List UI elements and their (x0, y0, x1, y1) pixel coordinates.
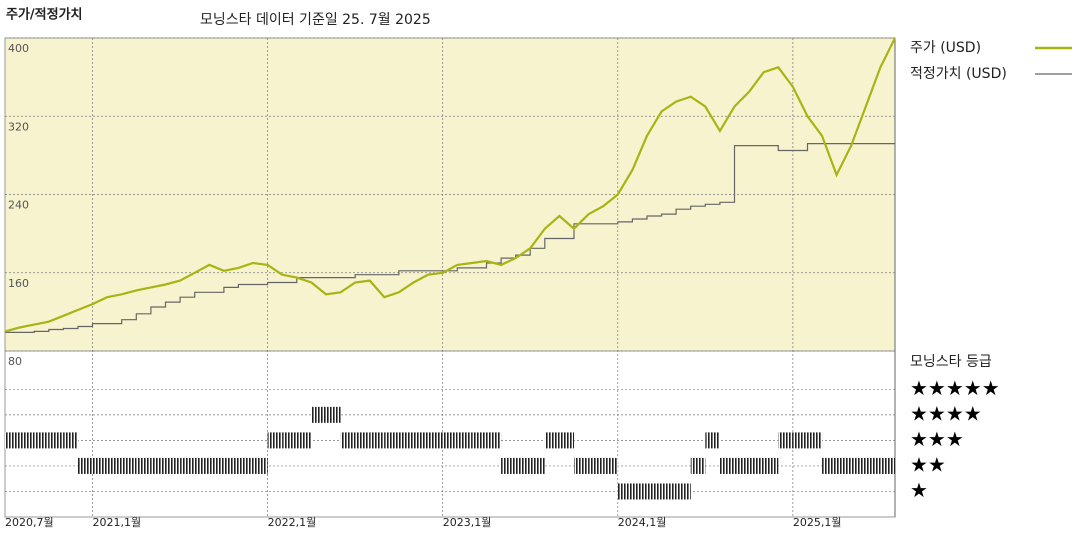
rating-bar (574, 457, 589, 474)
rating-title: 모닝스타 등급 (910, 354, 992, 370)
rating-bar (194, 457, 210, 474)
rating-bar (136, 457, 151, 474)
legend-label: 적정가치 (USD) (910, 66, 1007, 82)
rating-bar (107, 457, 122, 474)
rating-bar (822, 457, 837, 474)
rating-bar (5, 432, 20, 449)
rating-bar (209, 457, 224, 474)
chart-title: 주가/적정가치 (6, 7, 83, 23)
rating-bar (413, 432, 429, 449)
y-tick-label: 400 (8, 42, 29, 55)
rating-bar (719, 457, 735, 474)
rating-bar (515, 457, 531, 474)
rating-bar (267, 432, 283, 449)
rating-bar (588, 457, 604, 474)
rating-label: ★★★★ (910, 401, 982, 425)
rating-bar (63, 432, 78, 449)
y-tick-label: 240 (8, 199, 29, 212)
rating-bar (501, 457, 516, 474)
rating-bar (369, 432, 385, 449)
rating-bar (253, 457, 268, 474)
rating-bar (807, 432, 823, 449)
rating-bar (617, 483, 633, 500)
legend-label: 주가 (USD) (910, 40, 981, 56)
rating-bar (646, 483, 662, 500)
rating-bar (355, 432, 370, 449)
rating-bar (384, 432, 399, 449)
rating-bar (223, 457, 239, 474)
rating-bar (325, 406, 341, 423)
x-tick-label: 2024,1월 (618, 516, 667, 529)
chart-subtitle: 모닝스타 데이터 기준일 25. 7월 2025 (200, 12, 431, 28)
y-tick-label: 160 (8, 277, 29, 290)
rating-bar (778, 432, 793, 449)
y-tick-label: 320 (8, 120, 29, 133)
rating-bar (632, 483, 647, 500)
rating-bar (442, 432, 458, 449)
x-tick-label: 2020,7월 (5, 516, 54, 529)
rating-bar (559, 432, 575, 449)
rating-bar (77, 457, 93, 474)
rating-bar (836, 457, 852, 474)
rating-label: ★★★ (910, 427, 964, 451)
rating-label: ★ (910, 478, 928, 502)
rating-bar (705, 432, 720, 449)
rating-bar (238, 457, 254, 474)
rating-bar (311, 406, 326, 423)
rating-bar (428, 432, 443, 449)
rating-bar (690, 457, 706, 474)
rating-label: ★★★★★ (910, 376, 1000, 400)
rating-bar (165, 457, 181, 474)
rating-bar (661, 483, 677, 500)
rating-bar (676, 483, 691, 500)
rating-bar (763, 457, 779, 474)
x-tick-label: 2025,1월 (793, 516, 842, 529)
rating-bar (48, 432, 64, 449)
rating-bar (734, 457, 750, 474)
rating-bar (792, 432, 808, 449)
rating-bar (150, 457, 166, 474)
series-line (4, 37, 896, 333)
rating-bar (530, 457, 545, 474)
rating-bar (603, 457, 618, 474)
y-tick-label: 80 (8, 355, 22, 368)
rating-bar (880, 457, 895, 474)
rating-bar (340, 432, 356, 449)
rating-bar (19, 432, 35, 449)
rating-bar (398, 432, 414, 449)
rating-bar (92, 457, 108, 474)
rating-bar (457, 432, 472, 449)
rating-bar (34, 432, 49, 449)
rating-bar (544, 432, 560, 449)
rating-bar (749, 457, 764, 474)
rating-bar (282, 432, 297, 449)
rating-bar (296, 432, 312, 449)
rating-bar (486, 432, 502, 449)
series-line (5, 143, 895, 333)
rating-label: ★★ (910, 452, 946, 476)
x-tick-label: 2023,1월 (443, 516, 492, 529)
rating-bar (121, 457, 137, 474)
rating-bar (851, 457, 866, 474)
rating-bar (471, 432, 487, 449)
x-tick-label: 2022,1월 (268, 516, 317, 529)
rating-bar (180, 457, 195, 474)
x-tick-label: 2021,1월 (93, 516, 142, 529)
rating-bar (865, 457, 881, 474)
